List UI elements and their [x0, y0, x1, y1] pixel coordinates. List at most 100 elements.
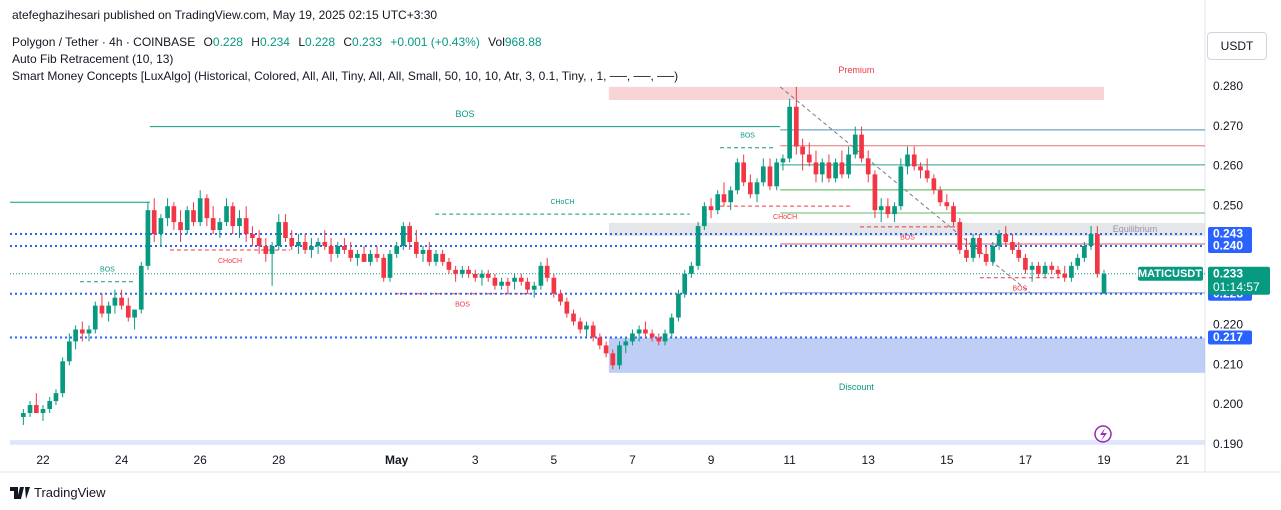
candle-body — [505, 281, 511, 286]
candle-body — [269, 245, 275, 254]
zone — [608, 86, 1105, 100]
structure-label: BOS — [456, 109, 475, 119]
candle-body — [531, 285, 537, 290]
candle-body — [112, 297, 118, 306]
candle-body — [1036, 265, 1041, 274]
indicator: Smart Money Concepts [LuxAlgo] (Historic… — [12, 69, 679, 83]
zone-label: Equilibrium — [1113, 224, 1158, 234]
candle-body — [905, 154, 910, 167]
x-tick-label: 9 — [708, 453, 715, 467]
candle-body — [662, 333, 668, 342]
candle-body — [145, 210, 151, 266]
candle-body — [191, 210, 196, 223]
price-tag — [1208, 330, 1252, 345]
candle-body — [40, 409, 46, 414]
candle-body — [918, 166, 923, 171]
candle-body — [957, 222, 963, 250]
candle-body — [767, 166, 773, 187]
last-price-label: 0.233 — [1213, 266, 1243, 280]
y-tick-label: 0.250 — [1213, 198, 1243, 212]
candle-body — [472, 273, 478, 278]
structure-label: BOS — [740, 133, 755, 140]
candle-body — [544, 265, 550, 278]
candle-body — [937, 190, 943, 203]
candle-body — [813, 162, 819, 175]
candle-body — [446, 261, 452, 270]
ohlc-value: 0.228 — [212, 35, 243, 49]
candle-body — [413, 241, 419, 254]
candle-body — [355, 253, 360, 258]
candle-body — [924, 170, 930, 179]
price-tag — [1208, 238, 1252, 253]
structure-label: BOS — [100, 267, 115, 274]
candle-body — [60, 361, 65, 394]
x-tick-label: 22 — [36, 453, 50, 467]
candle-body — [728, 190, 734, 203]
candle-body — [433, 253, 439, 262]
y-tick-label: 0.280 — [1213, 79, 1243, 93]
zone — [608, 337, 1205, 373]
candle-body — [689, 265, 694, 274]
candle-body — [276, 222, 282, 246]
candle-body — [839, 162, 845, 175]
y-tick-label: 0.210 — [1213, 357, 1243, 371]
countdown: 01:14:57 — [1213, 280, 1260, 294]
price-tag-label: 0.243 — [1213, 227, 1243, 241]
candle-body — [859, 134, 864, 159]
candle-body — [47, 401, 53, 410]
candle-body — [86, 329, 92, 334]
x-tick-label: 19 — [1097, 453, 1111, 467]
candle-body — [485, 273, 491, 278]
currency-button[interactable]: USDT — [1207, 32, 1267, 60]
x-tick-label: 24 — [115, 453, 129, 467]
x-tick-label: May — [385, 453, 409, 467]
candle-body — [970, 238, 976, 258]
candle-body — [66, 341, 72, 362]
volume: 968.88 — [504, 35, 542, 49]
candle-body — [852, 134, 858, 155]
symbol: Polygon / Tether · 4h · COINBASE — [12, 35, 196, 49]
candle-body — [1101, 273, 1107, 294]
alert-icon — [1094, 425, 1112, 443]
structure-label: BOS — [900, 235, 915, 242]
candle-body — [184, 210, 190, 231]
brand: TradingView — [10, 485, 106, 500]
candle-body — [931, 178, 937, 191]
ohlc-key: H — [251, 35, 260, 49]
candle-body — [132, 309, 137, 318]
candle-body — [872, 174, 878, 211]
candle-body — [564, 301, 570, 314]
candle-body — [636, 329, 642, 334]
candle-body — [760, 166, 766, 183]
ohlc-key: C — [343, 35, 353, 49]
x-tick-label: 13 — [862, 453, 876, 467]
candle-body — [695, 226, 701, 266]
candle-body — [630, 333, 635, 342]
candle-body — [1075, 257, 1081, 266]
candle-body — [401, 226, 406, 246]
candle-body — [296, 241, 301, 246]
candle-body — [944, 202, 950, 207]
candle-body — [237, 218, 242, 227]
candle-body — [898, 166, 904, 207]
candle-body — [525, 281, 530, 290]
candle-body — [676, 293, 681, 318]
candle-body — [800, 146, 805, 155]
candle-body — [342, 245, 347, 250]
candle-body — [793, 106, 799, 147]
candle-body — [682, 273, 688, 294]
candle-body — [1049, 265, 1055, 270]
candle-body — [368, 253, 373, 262]
y-tick-label: 0.220 — [1213, 318, 1243, 332]
candle-body — [911, 154, 917, 167]
candle-body — [951, 206, 956, 223]
candle-body — [610, 353, 616, 366]
candle-body — [551, 277, 557, 294]
candle-body — [250, 234, 255, 239]
candle-body — [426, 249, 432, 262]
candle-body — [479, 273, 485, 278]
volume-key: Vol — [488, 35, 505, 49]
structure-label: BOS — [455, 302, 470, 309]
candle-body — [597, 337, 603, 346]
structure-label: CHoCH — [218, 258, 242, 265]
